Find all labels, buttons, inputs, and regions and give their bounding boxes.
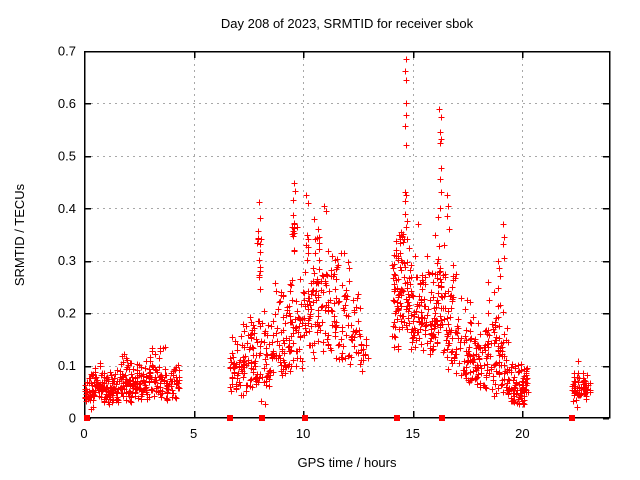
y-tick-labels: 0 0.1 0.2 0.3 0.4 0.5 0.6 0.7 <box>58 44 76 426</box>
y-tick-label: 0 <box>69 411 76 426</box>
x-tick-labels: 0 5 10 15 20 <box>80 426 529 441</box>
tick-marks <box>83 50 609 420</box>
y-tick-label: 0.1 <box>58 358 76 373</box>
x-tick-label: 5 <box>190 426 197 441</box>
x-tick-label: 10 <box>296 426 310 441</box>
x-axis-label: GPS time / hours <box>297 455 397 470</box>
y-tick-label: 0.3 <box>58 253 76 268</box>
zero-square-marker <box>302 415 308 421</box>
plot-border <box>83 50 611 419</box>
x-tick-label: 0 <box>80 426 87 441</box>
scatter-points <box>82 56 594 413</box>
zero-square-marker <box>84 415 90 421</box>
y-tick-label: 0.7 <box>58 44 76 59</box>
zero-square-marker <box>227 415 233 421</box>
zero-square-marker <box>439 415 445 421</box>
zero-square-markers <box>84 415 575 421</box>
x-tick-label: 20 <box>515 426 529 441</box>
zero-square-marker <box>394 415 400 421</box>
y-tick-label: 0.5 <box>58 148 76 163</box>
gridlines <box>85 51 609 417</box>
zero-square-marker <box>569 415 575 421</box>
y-tick-label: 0.2 <box>58 306 76 321</box>
y-tick-label: 0.6 <box>58 96 76 111</box>
x-tick-label: 15 <box>406 426 420 441</box>
y-tick-label: 0.4 <box>58 201 76 216</box>
zero-square-marker <box>259 415 265 421</box>
chart-title: Day 208 of 2023, SRMTID for receiver sbo… <box>220 16 474 31</box>
